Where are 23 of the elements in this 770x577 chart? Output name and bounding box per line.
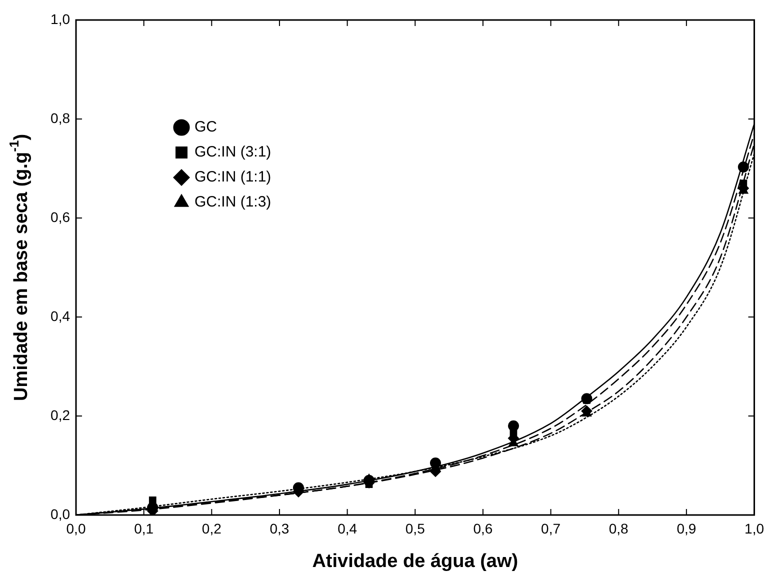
legend-label: GC:IN (1:1) [194, 168, 272, 186]
y-tick-label: 0,0 [50, 506, 70, 522]
x-tick-label: 0,4 [338, 520, 358, 536]
y-tick-label: 0,4 [50, 308, 70, 324]
x-tick-label: 0,8 [608, 520, 629, 536]
y-axis-title: Umidade em base seca (g.g-1) [6, 134, 32, 402]
x-tick-label: 0,3 [270, 520, 290, 536]
legend-label: GC:IN (1:3) [194, 194, 272, 211]
y-tick-label: 0,8 [50, 110, 70, 126]
y-tick-label: 0,6 [50, 208, 70, 225]
x-tick-label: 0,0 [66, 520, 86, 536]
x-axis-title: Atividade de água (aw) [312, 550, 518, 572]
x-tick-label: 0,2 [202, 520, 222, 536]
x-tick-label: 0,5 [405, 520, 426, 536]
x-tick-label: 0,9 [676, 520, 696, 536]
x-tick-label: 0,7 [541, 520, 561, 536]
x-tick-label: 0,1 [134, 520, 154, 536]
y-tick-label: 0,2 [50, 406, 70, 423]
x-tick-label: 0,6 [473, 520, 493, 536]
x-tick-label: 1,0 [744, 520, 764, 536]
y-tick-label: 1,0 [50, 10, 70, 27]
legend-label: GC:IN (3:1) [194, 144, 272, 161]
legend-label: GC [194, 118, 218, 136]
